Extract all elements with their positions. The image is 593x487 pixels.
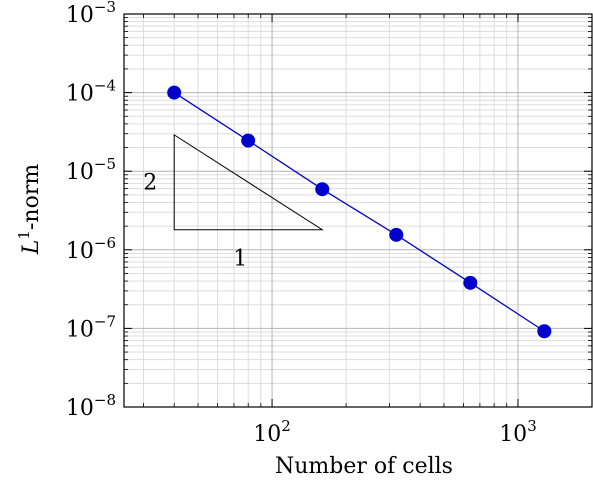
slope-vertical-label: 2 <box>143 170 157 195</box>
y-tick-label: 10−8 <box>66 391 116 421</box>
y-tick-label: 10−4 <box>66 77 116 107</box>
slope-triangle: 21 <box>143 133 324 272</box>
data-point <box>463 275 478 290</box>
y-axis-label-superscript: 1 <box>15 230 33 240</box>
y-tick-label: 10−7 <box>66 312 116 342</box>
data-point <box>241 133 256 148</box>
y-tick-label: 10−6 <box>66 234 116 264</box>
y-axis-label-text: -norm <box>19 164 44 230</box>
y-axis-label-symbol: L <box>19 240 44 256</box>
slope-horizontal-label: 1 <box>233 247 247 272</box>
data-point <box>389 227 404 242</box>
data-point <box>315 182 330 197</box>
data-point <box>167 85 182 100</box>
slope-triangle-outline <box>173 133 324 231</box>
y-tick-label: 10−5 <box>66 155 116 185</box>
tick-labels: 102 103 10−8 10−7 10−6 10−5 10−4 10−3 <box>66 0 537 447</box>
plot-frame <box>123 13 593 408</box>
series-line <box>173 92 545 332</box>
data-point <box>537 324 552 339</box>
minor-grid <box>124 14 593 407</box>
series-layer <box>167 85 552 339</box>
x-tick-label: 103 <box>499 417 537 447</box>
tick-marks <box>124 13 593 408</box>
y-axis-label: L1-norm <box>15 164 44 256</box>
x-tick-label: 102 <box>253 417 291 447</box>
y-tick-label: 10−3 <box>66 0 116 28</box>
x-axis-label: Number of cells <box>275 454 453 479</box>
